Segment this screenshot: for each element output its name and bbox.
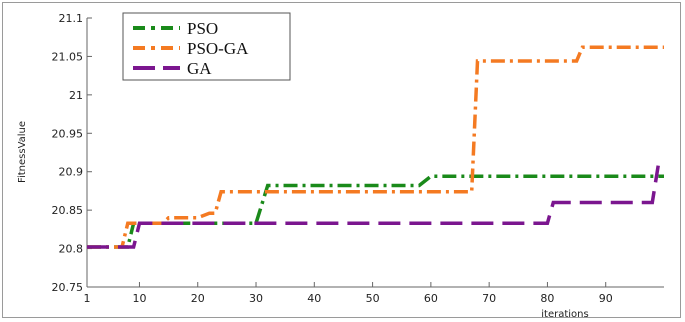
y-axis-title: FitnessValue (17, 121, 28, 183)
series-line-ga (87, 165, 660, 249)
x-tick-label: 60 (424, 292, 438, 305)
x-tick-label: 40 (307, 292, 321, 305)
x-tick-label: 90 (599, 292, 613, 305)
series-line-pso (87, 174, 664, 249)
x-tick-label: 10 (132, 292, 146, 305)
legend-label-pso-ga: PSO-GA (187, 39, 249, 58)
axes (86, 18, 664, 288)
x-tick-label: 1 (84, 292, 91, 305)
chart-frame (2, 2, 681, 318)
y-tick-label: 21 (69, 89, 83, 102)
legend-label-pso: PSO (187, 19, 218, 38)
x-tick-label: 50 (366, 292, 380, 305)
x-ticks: 1 10 20 30 40 50 60 70 80 90 (84, 282, 613, 305)
y-tick-label: 20.8 (59, 243, 84, 256)
y-tick-label: 20.85 (52, 204, 84, 217)
x-tick-label: 80 (540, 292, 554, 305)
x-tick-label: 20 (191, 292, 205, 305)
y-tick-label: 20.9 (59, 166, 84, 179)
series-lines (87, 45, 664, 249)
x-tick-label: 70 (482, 292, 496, 305)
y-tick-label: 20.95 (52, 127, 84, 140)
y-ticks: 20.75 20.8 20.85 20.9 20.95 21 21.05 21.1 (52, 12, 92, 294)
y-tick-label: 20.75 (52, 281, 84, 294)
x-tick-label: 30 (249, 292, 263, 305)
y-tick-label: 21.1 (59, 12, 84, 25)
legend-label-ga: GA (187, 59, 212, 78)
x-axis-title: iterations (541, 309, 588, 320)
series-line-pso-ga (87, 45, 664, 249)
y-tick-label: 21.05 (52, 50, 84, 63)
